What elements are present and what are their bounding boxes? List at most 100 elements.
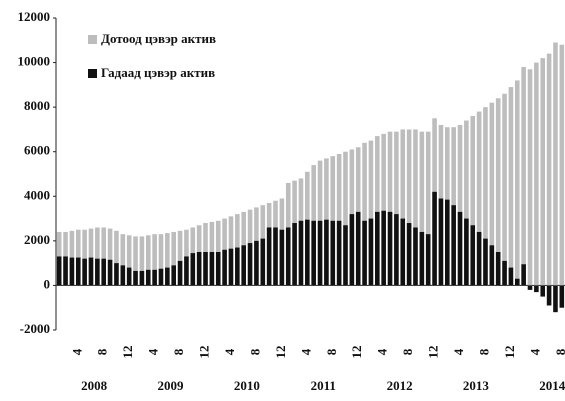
y-tick-label: 12000 [18,9,51,24]
bar [406,129,412,286]
bar [330,220,336,286]
year-label: 2012 [387,378,413,393]
bar [508,267,514,286]
bar [336,220,342,286]
bar [145,235,151,286]
bar [324,219,329,286]
bar [470,225,476,286]
x-tick-label: 12 [502,346,517,359]
bar [445,199,450,286]
year-label: 2014 [539,378,565,393]
year-label: 2013 [463,378,490,393]
bar [114,263,119,286]
year-label: 2009 [158,378,185,393]
x-tick-label: 8 [247,348,262,355]
bar [502,93,507,286]
bar [317,220,323,286]
bar [222,249,227,286]
bar [145,269,151,286]
bar [432,191,437,286]
bar [438,198,444,286]
bar [394,214,399,286]
bar [387,131,393,286]
legend-swatch [88,69,97,78]
bar [368,140,374,286]
bar [75,229,81,286]
bar [521,67,526,286]
bar [483,238,488,286]
bar [56,256,62,286]
bar [171,265,176,286]
bar [133,236,138,286]
bar [298,220,304,286]
bar [387,211,393,286]
bar [184,256,189,286]
x-tick-label: 12 [273,346,288,359]
bar [152,234,157,286]
bar [107,259,113,286]
bar [165,233,170,286]
y-tick-label: 10000 [18,54,51,69]
bar [95,258,100,286]
x-tick-label: 4 [222,348,237,355]
y-tick-label: 4000 [24,187,50,202]
bar [464,218,469,286]
bar [273,227,278,286]
bar [165,267,170,286]
bar [228,248,234,286]
bar [489,245,495,286]
bar [508,87,514,286]
bar [158,234,164,286]
x-tick-label: 4 [146,348,161,355]
bar [209,252,215,286]
bar [203,252,208,286]
bar [534,285,539,293]
x-tick-label: 4 [527,348,542,355]
bar [476,111,482,286]
bar [177,260,183,286]
bar [139,236,145,286]
legend-swatch [88,35,97,44]
bar [553,42,558,286]
bar [126,267,132,286]
bar [406,223,412,286]
bar [63,256,68,286]
bar [88,228,94,286]
bar [521,264,526,286]
bar [75,257,81,286]
x-tick-label: 8 [324,348,339,355]
bar [514,80,520,286]
bar [171,231,176,286]
bar [349,214,355,286]
y-tick-label: 2000 [24,232,50,247]
bar [540,58,546,286]
bar [247,243,253,286]
bar [457,124,463,286]
bar [495,98,501,286]
bar [546,53,552,286]
bar [355,211,361,286]
bar [285,227,291,286]
y-tick-label: 0 [44,276,51,291]
bar [470,116,476,286]
bar [82,229,87,286]
x-tick-label: 8 [400,348,415,355]
bar [495,252,501,286]
bar [95,227,100,286]
bar [120,265,126,286]
bar [540,285,546,297]
x-tick-label: 8 [171,348,186,355]
bar [305,219,310,286]
bar [241,245,246,286]
x-tick-label: 12 [197,346,212,359]
bar [451,205,456,286]
bar [489,102,495,286]
bar [381,210,386,286]
bar [336,153,342,286]
bar [311,220,316,286]
bar [88,257,94,286]
bar [69,257,75,286]
bar [476,231,482,286]
bar [120,234,126,286]
